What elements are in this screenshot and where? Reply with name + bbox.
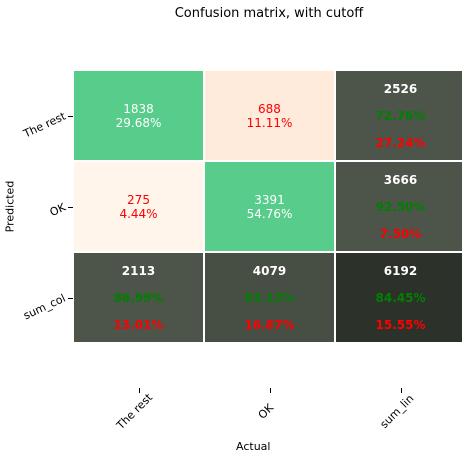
y-tick-label: The rest — [21, 109, 68, 140]
sum-correct-percent: 92.50% — [375, 200, 426, 214]
sum-error-percent: 15.55% — [375, 318, 426, 332]
matrix-cell: 275 4.44% — [73, 161, 204, 252]
y-axis-label: Predicted — [3, 180, 17, 233]
matrix-cell: 1838 29.68% — [73, 70, 204, 161]
cell-count: 275 — [127, 192, 150, 207]
cell-percent: 4.44% — [119, 206, 158, 221]
cell-percent: 11.11% — [246, 115, 293, 130]
sum-count: 3666 — [383, 173, 418, 187]
cell-count: 3391 — [254, 192, 285, 207]
sum-count: 2526 — [383, 82, 418, 96]
y-tick-mark — [68, 115, 73, 117]
matrix-cell: 2526 72.76% 27.24% — [335, 70, 462, 161]
sum-error-percent: 27.24% — [375, 136, 426, 150]
x-tick-mark — [400, 388, 402, 393]
matrix-cell: 3666 92.50% 7.50% — [335, 161, 462, 252]
x-tick-mark — [138, 388, 140, 393]
x-axis-label: Actual — [236, 440, 271, 453]
y-tick-mark — [68, 206, 73, 208]
x-tick-mark — [269, 388, 271, 393]
sum-correct-percent: 72.76% — [375, 109, 426, 123]
cell-percent: 54.76% — [246, 206, 293, 221]
matrix-cell: 3391 54.76% — [204, 161, 335, 252]
matrix-cell: 4079 83.13% 16.87% — [204, 252, 335, 343]
matrix-cell: 2113 86.99% 13.01% — [73, 252, 204, 343]
matrix-cell: 6192 84.45% 15.55% — [335, 252, 462, 343]
cell-count: 688 — [258, 101, 281, 116]
sum-count: 4079 — [252, 264, 287, 278]
y-tick-label: sum_col — [21, 291, 68, 322]
chart-title: Confusion matrix, with cutoff — [174, 6, 364, 21]
sum-correct-percent: 83.13% — [244, 291, 295, 305]
x-tick-label: The rest — [114, 390, 156, 433]
x-tick-label: sum_lin — [377, 392, 416, 431]
sum-count: 6192 — [383, 264, 418, 278]
x-tick-label: OK — [255, 401, 276, 422]
cell-count: 1838 — [123, 101, 154, 116]
matrix-cell: 688 11.11% — [204, 70, 335, 161]
cell-percent: 29.68% — [115, 115, 162, 130]
sum-error-percent: 16.87% — [244, 318, 295, 332]
sum-error-percent: 13.01% — [113, 318, 164, 332]
y-tick-mark — [68, 297, 73, 299]
sum-correct-percent: 86.99% — [113, 291, 164, 305]
y-tick-label: OK — [47, 200, 68, 219]
sum-correct-percent: 84.45% — [375, 291, 426, 305]
sum-error-percent: 7.50% — [379, 227, 422, 241]
sum-count: 2113 — [121, 264, 156, 278]
